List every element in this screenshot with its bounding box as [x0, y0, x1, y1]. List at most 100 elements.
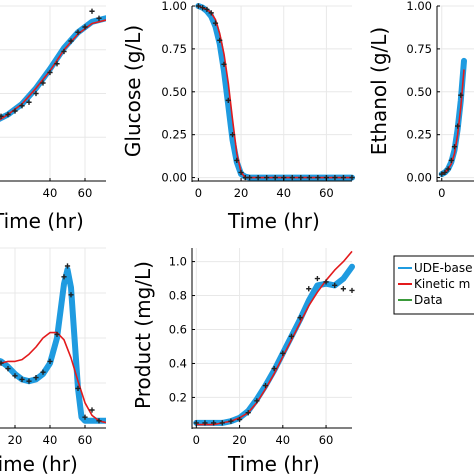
series-group-product [193, 250, 355, 426]
data-point-fourth-11 [54, 331, 60, 337]
data-point-glucose-23 [340, 174, 347, 181]
data-point-product-10 [280, 350, 286, 356]
data-point-product-18 [349, 287, 355, 294]
legend-label-ude: UDE-base [414, 261, 473, 275]
data-point-glucose-24 [349, 174, 355, 181]
data-point-ethanol-5 [455, 123, 461, 129]
grid-layer [0, 5, 474, 428]
data-point-fourth-10 [47, 358, 53, 364]
data-point-fourth-16 [82, 414, 88, 420]
data-point-biomass-10 [47, 69, 53, 76]
xtick-label-fourth-0: 20 [8, 433, 23, 447]
data-point-glucose-9 [234, 157, 240, 164]
data-point-glucose-5 [217, 37, 223, 43]
axes-layer [0, 5, 474, 429]
data-point-glucose-10 [238, 169, 244, 176]
data-point-fourth-18 [96, 418, 102, 424]
data-point-product-4 [228, 418, 234, 424]
xtick-label-glucose-0: 0 [195, 186, 202, 200]
data-point-ethanol-4 [451, 144, 458, 150]
data-point-glucose-15 [272, 174, 278, 181]
data-point-glucose-22 [332, 174, 338, 181]
data-point-glucose-12 [247, 174, 253, 181]
series-kinetic-product [196, 250, 353, 426]
data-point-biomass-16 [89, 8, 95, 14]
xtick-label-product-3: 60 [319, 433, 334, 447]
ytick-label-glucose-4: 1.00 [161, 0, 187, 13]
data-point-glucose-8 [229, 132, 236, 138]
data-point-fourth-15 [75, 385, 81, 391]
xtick-label-product-2: 40 [275, 433, 290, 447]
data-point-biomass-3 [0, 113, 4, 119]
data-point-product-6 [245, 410, 251, 416]
ylabel-product: Product (mg/L) [131, 261, 155, 409]
data-point-fourth-4 [5, 366, 11, 372]
xtick-label-biomass-1: 60 [78, 186, 93, 200]
ytick-label-product-2: 0.6 [169, 323, 187, 337]
ytick-label-product-0: 0.2 [169, 390, 187, 404]
legend-label-data: Data [414, 293, 443, 307]
data-point-product-9 [271, 365, 277, 372]
data-point-ethanol-1 [442, 169, 448, 176]
xtick-label-fourth-2: 60 [78, 433, 93, 447]
data-point-product-5 [236, 416, 243, 423]
ytick-label-glucose-2: 0.50 [161, 85, 187, 99]
data-point-glucose-0 [195, 3, 201, 9]
data-point-biomass-15 [82, 24, 88, 30]
series-kinetic-glucose [198, 5, 352, 179]
data-point-biomass-17 [96, 15, 102, 21]
data-point-fourth-9 [40, 369, 46, 375]
grid-biomass [0, 5, 106, 181]
ytick-label-product-3: 0.8 [169, 289, 187, 303]
text-layer: 40 60 0 20 40 600.000.250.500.751.0000.000.25… [8, 0, 446, 447]
ytick-label-ethanol-2: 0.50 [406, 85, 432, 99]
data-point-product-0 [193, 420, 199, 426]
data-point-ethanol-2 [445, 166, 451, 172]
xtick-label-biomass-0: 40 [43, 186, 58, 200]
ytick-label-ethanol-0: 0.00 [406, 171, 432, 185]
data-point-glucose-7 [225, 97, 231, 103]
data-point-product-17 [340, 286, 346, 292]
data-point-product-3 [219, 420, 225, 426]
ytick-label-ethanol-3: 0.75 [406, 42, 432, 56]
ytick-label-ethanol-4: 1.00 [406, 0, 432, 13]
xlabel-biomass: Time (hr) [0, 209, 84, 233]
data-point-glucose-4 [212, 20, 219, 26]
data-point-biomass-4 [5, 111, 11, 118]
data-point-fourth-17 [89, 407, 95, 413]
data-point-biomass-11 [54, 61, 60, 67]
data-point-product-11 [288, 333, 295, 339]
data-point-glucose-17 [289, 174, 295, 181]
ytick-label-glucose-1: 0.25 [161, 128, 187, 142]
data-point-fourth-5 [12, 373, 18, 379]
ytick-label-product-1: 0.4 [169, 356, 187, 370]
data-point-product-15 [323, 279, 329, 285]
data-point-biomass-8 [33, 90, 39, 97]
data-point-fourth-7 [26, 378, 32, 384]
xlabel-glucose: Time (hr) [227, 209, 320, 233]
data-point-biomass-13 [68, 38, 74, 44]
ytick-label-glucose-0: 0.00 [161, 171, 187, 185]
xtick-label-product-1: 20 [232, 433, 247, 447]
data-point-product-1 [202, 420, 208, 426]
xtick-label-glucose-3: 60 [319, 186, 334, 200]
data-point-biomass-14 [75, 29, 81, 35]
xlabel-fourth: Time (hr) [0, 452, 78, 474]
data-point-product-2 [211, 420, 217, 426]
grid-product [192, 248, 352, 428]
xtick-label-ethanol-0: 0 [438, 186, 445, 200]
data-point-product-13 [306, 286, 312, 292]
data-point-product-8 [262, 382, 269, 389]
legend-label-kinetic: Kinetic m [414, 277, 470, 291]
xlabel-product: Time (hr) [227, 452, 320, 474]
data-point-glucose-13 [255, 174, 261, 181]
data-point-fourth-12 [61, 274, 67, 280]
data-point-product-16 [332, 282, 338, 288]
data-point-fourth-13 [64, 263, 71, 269]
series-ude-fourth [0, 266, 106, 424]
data-point-fourth-6 [19, 376, 25, 382]
ytick-label-product-4: 1.0 [169, 255, 187, 269]
data-point-ethanol-3 [448, 157, 454, 164]
ytick-label-glucose-3: 0.75 [161, 42, 187, 56]
data-point-biomass-5 [12, 108, 18, 114]
